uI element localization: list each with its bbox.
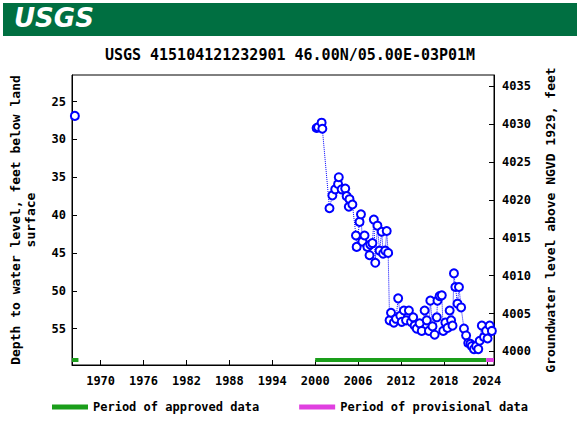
svg-text:Depth to water level, feet bel: Depth to water level, feet below land [8, 75, 23, 365]
svg-text:4035: 4035 [502, 79, 531, 93]
svg-text:45: 45 [52, 246, 66, 260]
svg-text:2018: 2018 [429, 374, 458, 388]
svg-text:4000: 4000 [502, 344, 531, 358]
svg-text:4025: 4025 [502, 155, 531, 169]
svg-text:40: 40 [52, 208, 66, 222]
svg-text:1976: 1976 [129, 374, 158, 388]
svg-text:Groundwater level above NGVD 1: Groundwater level above NGVD 1929, feet [543, 67, 558, 372]
svg-text:4020: 4020 [502, 193, 531, 207]
svg-text:30: 30 [52, 132, 66, 146]
svg-text:2024: 2024 [472, 374, 501, 388]
svg-text:4030: 4030 [502, 117, 531, 131]
svg-text:Period of approved data: Period of approved data [93, 400, 259, 414]
svg-text:50: 50 [52, 284, 66, 298]
svg-text:55: 55 [52, 322, 66, 336]
svg-text:4005: 4005 [502, 307, 531, 321]
svg-text:1994: 1994 [258, 374, 287, 388]
svg-text:2000: 2000 [301, 374, 330, 388]
svg-text:1982: 1982 [172, 374, 201, 388]
svg-text:Period of provisional data: Period of provisional data [340, 400, 528, 414]
svg-text:1970: 1970 [86, 374, 115, 388]
svg-text:35: 35 [52, 170, 66, 184]
svg-text:surface: surface [23, 192, 38, 247]
svg-text:USGS: USGS [14, 3, 94, 33]
svg-text:25: 25 [52, 95, 66, 109]
svg-text:1988: 1988 [215, 374, 244, 388]
svg-text:2012: 2012 [387, 374, 416, 388]
svg-text:2006: 2006 [344, 374, 373, 388]
svg-text:USGS 415104121232901 46.00N/05: USGS 415104121232901 46.00N/05.00E-03P01… [105, 46, 475, 64]
svg-text:4010: 4010 [502, 269, 531, 283]
svg-text:4015: 4015 [502, 231, 531, 245]
